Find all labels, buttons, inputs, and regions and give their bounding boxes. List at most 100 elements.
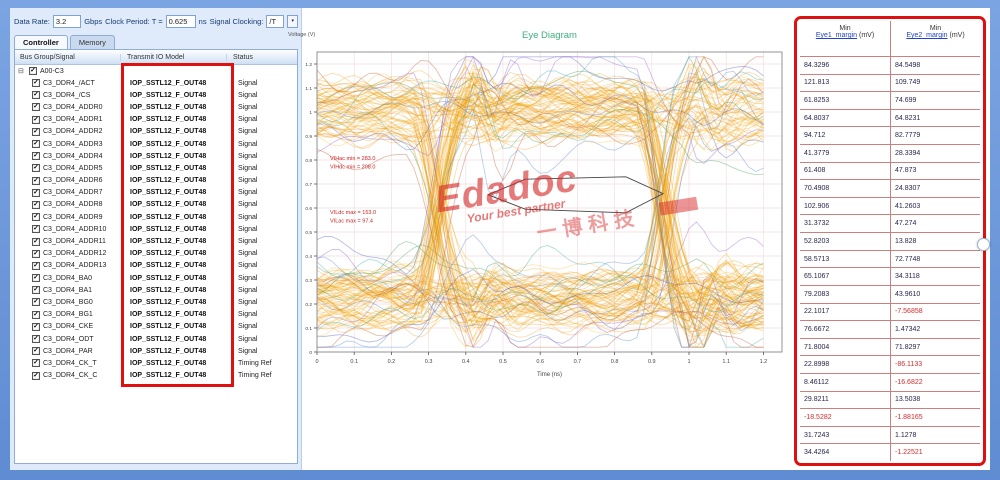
signal-row[interactable]: C3_DDR4_CK_T IOP_SSTL12_F_OUT48 Timing Ref — [15, 357, 297, 369]
signal-checkbox[interactable] — [32, 152, 40, 161]
signal-row[interactable]: C3_DDR4_ADDR3 IOP_SSTL12_F_OUT48 Signal — [15, 138, 297, 150]
column-bus-group-signal[interactable]: Bus Group/Signal — [15, 53, 121, 61]
root-checkbox[interactable] — [29, 67, 37, 75]
signal-checkbox[interactable] — [32, 347, 40, 356]
signal-checkbox[interactable] — [32, 140, 40, 149]
result-row[interactable]: 71.8004 71.8297 — [800, 338, 980, 357]
signal-checkbox[interactable] — [32, 103, 40, 112]
result-row[interactable]: 94.712 82.7779 — [800, 127, 980, 146]
status-cell: Signal — [238, 140, 258, 148]
result-row[interactable]: 79.2083 43.9610 — [800, 285, 980, 304]
signal-checkbox[interactable] — [32, 310, 40, 319]
signal-row[interactable]: C3_DDR4_ADDR2 IOP_SSTL12_F_OUT48 Signal — [15, 126, 297, 138]
col1-link[interactable]: Eye1_margin — [815, 32, 858, 39]
result-row[interactable]: 31.3732 47.274 — [800, 215, 980, 234]
signal-row[interactable]: C3_DDR4_/CS IOP_SSTL12_F_OUT48 Signal — [15, 89, 297, 101]
data-rate-unit: Gbps — [84, 16, 103, 26]
signal-checkbox[interactable] — [32, 298, 40, 307]
signal-checkbox[interactable] — [32, 249, 40, 258]
signal-checkbox[interactable] — [32, 188, 40, 197]
result-row[interactable]: 64.8037 64.8231 — [800, 109, 980, 128]
result-row[interactable]: 65.1067 34.3118 — [800, 268, 980, 286]
result-row[interactable]: 31.7243 1.1278 — [800, 426, 980, 445]
col2-unit: (mV) — [949, 32, 965, 39]
tree-root-row[interactable]: ⊟ A00-C3 — [15, 65, 297, 77]
result-row[interactable]: 84.3296 84.5498 — [800, 57, 980, 75]
signal-clocking-select[interactable]: /T — [266, 14, 285, 28]
result-row[interactable]: 29.8211 13.5038 — [800, 391, 980, 410]
signal-checkbox[interactable] — [32, 359, 40, 368]
signal-row[interactable]: C3_DDR4_BA0 IOP_SSTL12_F_OUT48 Signal — [15, 272, 297, 284]
clock-period-input[interactable]: 0.625 — [165, 14, 196, 28]
signal-clocking-dropdown-button[interactable]: ▾ — [287, 14, 298, 28]
signal-row[interactable]: C3_DDR4_ADDR4 IOP_SSTL12_F_OUT48 Signal — [15, 150, 297, 162]
status-cell: Signal — [238, 335, 258, 343]
result-row[interactable]: -18.5282 -1.88165 — [800, 409, 980, 427]
margin-value-1: -18.5282 — [804, 413, 832, 421]
signal-row[interactable]: C3_DDR4_ADDR1 IOP_SSTL12_F_OUT48 Signal — [15, 114, 297, 126]
signal-row[interactable]: C3_DDR4_ADDR10 IOP_SSTL12_F_OUT48 Signal — [15, 223, 297, 235]
signal-row[interactable]: C3_DDR4_ADDR0 IOP_SSTL12_F_OUT48 Signal — [15, 101, 297, 113]
tab-memory[interactable]: Memory — [69, 35, 115, 49]
result-row[interactable]: 58.5713 72.7748 — [800, 250, 980, 269]
signal-checkbox[interactable] — [32, 115, 40, 124]
signal-checkbox[interactable] — [32, 200, 40, 209]
signal-checkbox[interactable] — [32, 213, 40, 222]
result-row[interactable]: 70.4908 24.8307 — [800, 180, 980, 198]
status-cell: Signal — [238, 128, 258, 136]
signal-checkbox[interactable] — [32, 371, 40, 380]
signal-checkbox[interactable] — [32, 237, 40, 246]
signal-name: C3_DDR4_CK_C — [43, 372, 98, 380]
signal-row[interactable]: C3_DDR4_CKE IOP_SSTL12_F_OUT48 Signal — [15, 321, 297, 333]
signal-checkbox[interactable] — [32, 286, 40, 295]
result-row[interactable]: 102.906 41.2603 — [800, 197, 980, 216]
data-rate-input[interactable]: 3.2 — [52, 14, 82, 28]
signal-row[interactable]: C3_DDR4_CK_C IOP_SSTL12_F_OUT48 Timing Ref — [15, 370, 297, 382]
signal-row[interactable]: C3_DDR4_ADDR13 IOP_SSTL12_F_OUT48 Signal — [15, 260, 297, 272]
signal-row[interactable]: C3_DDR4_ADDR5 IOP_SSTL12_F_OUT48 Signal — [15, 162, 297, 174]
tab-controller[interactable]: Controller — [14, 35, 68, 49]
signal-row[interactable]: C3_DDR4_ADDR8 IOP_SSTL12_F_OUT48 Signal — [15, 199, 297, 211]
result-row[interactable]: 22.1017 -7.56858 — [800, 303, 980, 322]
signal-checkbox[interactable] — [32, 127, 40, 136]
signal-row[interactable]: C3_DDR4_ADDR12 IOP_SSTL12_F_OUT48 Signal — [15, 248, 297, 260]
scrollbar-thumb[interactable] — [977, 238, 990, 251]
column-status[interactable]: Status — [233, 53, 253, 61]
margin-value-1: 41.3779 — [804, 149, 830, 157]
expander-icon[interactable]: ⊟ — [18, 68, 24, 75]
signal-checkbox[interactable] — [32, 335, 40, 344]
signal-checkbox[interactable] — [32, 322, 40, 331]
signal-row[interactable]: C3_DDR4_BA1 IOP_SSTL12_F_OUT48 Signal — [15, 284, 297, 296]
signal-checkbox[interactable] — [32, 274, 40, 283]
status-cell: Signal — [238, 250, 258, 258]
result-row[interactable]: 52.8203 13.828 — [800, 233, 980, 251]
signal-checkbox[interactable] — [32, 79, 40, 88]
signal-checkbox[interactable] — [32, 176, 40, 185]
signal-row[interactable]: C3_DDR4_BG1 IOP_SSTL12_F_OUT48 Signal — [15, 309, 297, 321]
signal-checkbox[interactable] — [32, 91, 40, 100]
result-row[interactable]: 61.408 47.873 — [800, 162, 980, 181]
signal-row[interactable]: C3_DDR4_/ACT IOP_SSTL12_F_OUT48 Signal — [15, 77, 297, 89]
signal-row[interactable]: C3_DDR4_ADDR11 IOP_SSTL12_F_OUT48 Signal — [15, 235, 297, 247]
signal-checkbox[interactable] — [32, 225, 40, 234]
signal-row[interactable]: C3_DDR4_BG0 IOP_SSTL12_F_OUT48 Signal — [15, 296, 297, 308]
result-row[interactable]: 8.46112 -16.6822 — [800, 373, 980, 392]
result-row[interactable]: 41.3779 28.3394 — [800, 145, 980, 163]
svg-text:0.9: 0.9 — [305, 134, 312, 140]
svg-text:0.2: 0.2 — [305, 302, 312, 308]
signal-row[interactable]: C3_DDR4_ADDR7 IOP_SSTL12_F_OUT48 Signal — [15, 187, 297, 199]
signal-row[interactable]: C3_DDR4_ODT IOP_SSTL12_F_OUT48 Signal — [15, 333, 297, 345]
signal-row[interactable]: C3_DDR4_ADDR9 IOP_SSTL12_F_OUT48 Signal — [15, 211, 297, 223]
signal-checkbox[interactable] — [32, 164, 40, 173]
result-row[interactable]: 34.4264 -1.22521 — [800, 444, 980, 462]
result-row[interactable]: 76.6672 1.47342 — [800, 321, 980, 339]
margin-value-1: 79.2083 — [804, 290, 830, 298]
signal-row[interactable]: C3_DDR4_PAR IOP_SSTL12_F_OUT48 Signal — [15, 345, 297, 357]
result-row[interactable]: 61.8253 74.699 — [800, 92, 980, 110]
result-row[interactable]: 121.813 109.749 — [800, 74, 980, 93]
col2-link[interactable]: Eye2_margin — [906, 32, 948, 39]
signal-row[interactable]: C3_DDR4_ADDR6 IOP_SSTL12_F_OUT48 Signal — [15, 175, 297, 187]
column-transmit-io-model[interactable]: Transmit IO Model — [121, 53, 227, 61]
result-row[interactable]: 22.8998 -86.1133 — [800, 356, 980, 374]
signal-checkbox[interactable] — [32, 261, 40, 270]
